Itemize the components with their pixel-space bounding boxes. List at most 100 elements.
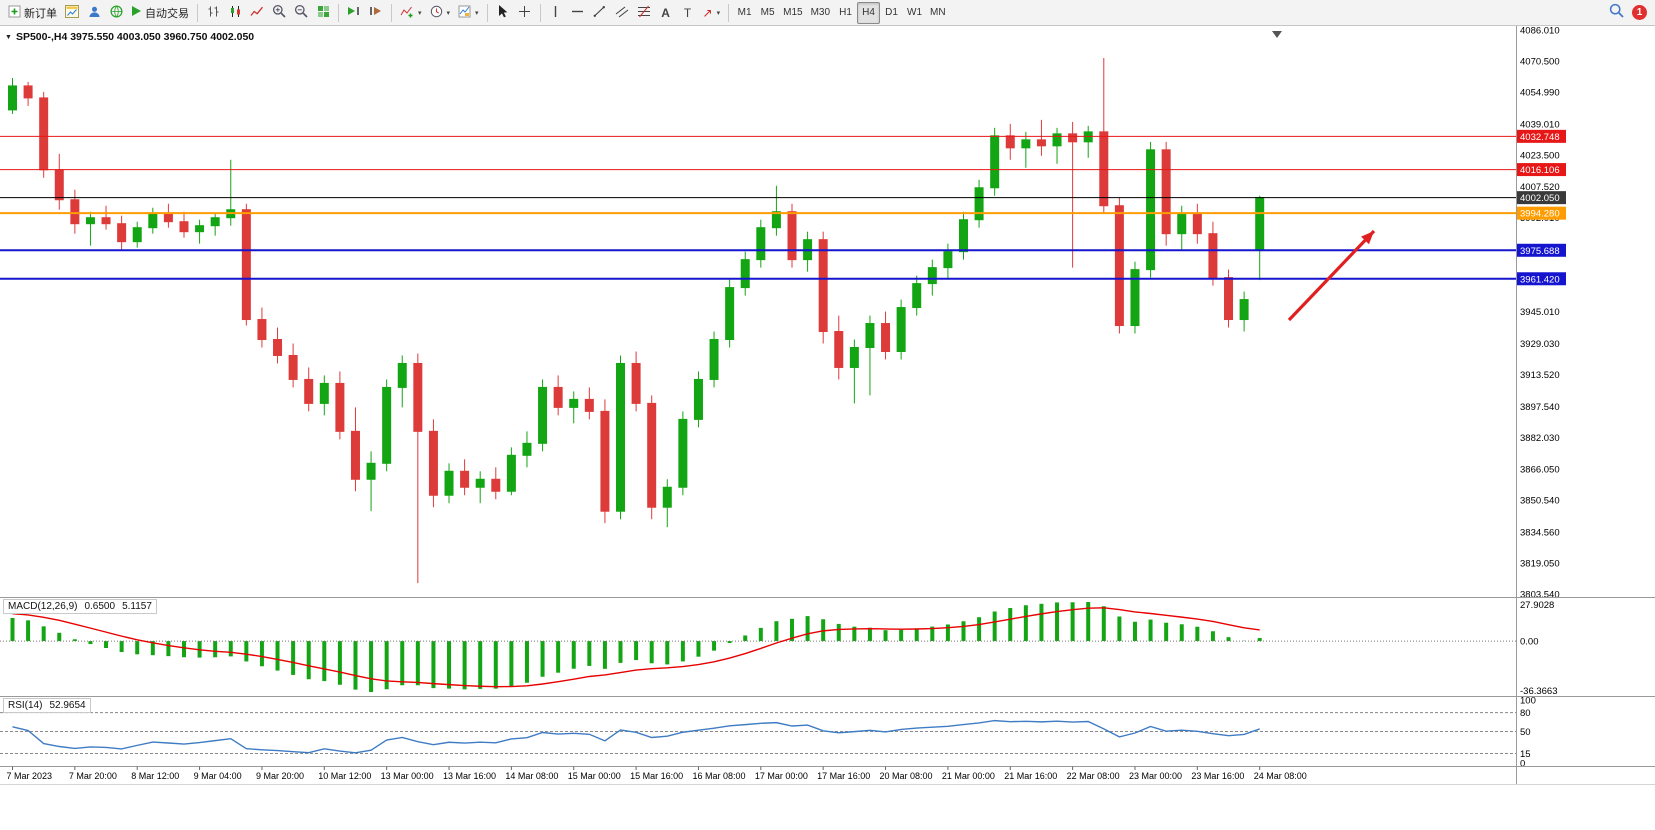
globe-icon xyxy=(109,4,123,21)
toolbar-separator xyxy=(728,3,730,22)
time-axis-label: 15 Mar 00:00 xyxy=(568,771,621,781)
trendline-tool-button[interactable] xyxy=(589,2,611,24)
candle-body xyxy=(896,307,906,352)
time-axis-label: 23 Mar 16:00 xyxy=(1191,771,1244,781)
chart-shift-marker[interactable] xyxy=(1272,31,1282,38)
tile-windows-button[interactable] xyxy=(312,2,334,24)
candle-body xyxy=(1255,197,1265,252)
macd-panel: 27.9028 0.00 -36.3663 xyxy=(0,600,1558,697)
channel-icon xyxy=(615,5,629,21)
price-tag[interactable] xyxy=(1517,129,1566,143)
candle-body xyxy=(491,478,501,492)
zoom-out-button[interactable] xyxy=(290,2,312,24)
charts-window-button[interactable] xyxy=(61,2,83,24)
profiles-button[interactable] xyxy=(83,2,105,24)
timeframe-m5[interactable]: M5 xyxy=(756,2,779,24)
time-axis-label: 21 Mar 16:00 xyxy=(1004,771,1057,781)
candle-body xyxy=(881,323,891,352)
hlines-layer[interactable]: 4032.748 4016.106 4002.050 3994.280 3975.688… xyxy=(0,129,1566,286)
price-tag[interactable] xyxy=(1517,206,1566,220)
fibonacci-icon xyxy=(637,5,651,21)
cursor-button[interactable] xyxy=(492,2,514,24)
candle-body xyxy=(163,213,173,223)
zoom-in-button[interactable] xyxy=(268,2,290,24)
new-order-button[interactable]: 新订单 xyxy=(4,2,61,24)
symbol-dropdown-icon[interactable]: ▼ xyxy=(5,33,12,41)
chevron-down-icon: ▾ xyxy=(716,9,721,17)
candle-body xyxy=(693,378,703,420)
timeframe-m1[interactable]: M1 xyxy=(733,2,756,24)
channel-tool-button[interactable] xyxy=(611,2,633,24)
crosshair-button[interactable] xyxy=(514,2,536,24)
fibonacci-tool-button[interactable] xyxy=(633,2,655,24)
vertical-line-tool-button[interactable] xyxy=(545,2,567,24)
text-tool-button[interactable]: A xyxy=(655,2,677,24)
notification-badge[interactable]: 1 xyxy=(1632,5,1647,20)
candle-body xyxy=(787,211,797,261)
candle-body xyxy=(569,398,579,408)
community-button[interactable] xyxy=(105,2,127,24)
candle-body xyxy=(1224,277,1234,321)
candle-body xyxy=(1036,139,1046,147)
tile-windows-icon xyxy=(317,5,330,21)
candlestick-mode-button[interactable] xyxy=(224,2,246,24)
auto-scroll-button[interactable] xyxy=(343,2,365,24)
trend-arrow[interactable] xyxy=(1287,229,1376,322)
candle-body xyxy=(1192,213,1202,235)
price-axis-label: 4054.990 xyxy=(1520,87,1560,98)
price-axis-label: 3882.030 xyxy=(1520,433,1560,444)
chart-shift-button[interactable] xyxy=(365,2,387,24)
bar-chart-mode-button[interactable] xyxy=(202,2,224,24)
time-axis-label: 7 Mar 20:00 xyxy=(69,771,117,781)
price-axis-label: 3866.050 xyxy=(1520,465,1560,476)
horizontal-line-tool-button[interactable] xyxy=(567,2,589,24)
trend-arrow-head[interactable] xyxy=(1361,231,1374,245)
autotrading-label: 自动交易 xyxy=(145,7,189,20)
candle-body xyxy=(943,251,953,269)
price-tag[interactable] xyxy=(1517,243,1566,257)
timeframe-h4[interactable]: H4 xyxy=(857,1,881,24)
time-axis[interactable]: 7 Mar 2023 7 Mar 20:00 8 Mar 12:00 9 Mar 04… xyxy=(7,766,1307,782)
candle-body xyxy=(865,323,875,348)
rsi-line xyxy=(12,719,1260,754)
search-icon[interactable] xyxy=(1609,3,1624,23)
candle-body xyxy=(647,402,657,508)
price-tag[interactable] xyxy=(1517,163,1566,177)
time-axis-label: 23 Mar 00:00 xyxy=(1129,771,1182,781)
time-axis-label: 16 Mar 08:00 xyxy=(692,771,745,781)
toolbar-separator xyxy=(197,3,198,22)
price-axis-label: 3850.540 xyxy=(1520,496,1560,507)
candle-body xyxy=(413,362,423,432)
timeframe-d1[interactable]: D1 xyxy=(880,2,903,24)
timeframe-mn[interactable]: MN xyxy=(926,2,950,24)
rsi-axis-label: 0 xyxy=(1520,759,1525,770)
line-chart-mode-button[interactable] xyxy=(246,2,268,24)
autotrading-button[interactable]: 自动交易 xyxy=(127,2,193,24)
time-axis-label: 15 Mar 16:00 xyxy=(630,771,683,781)
macd-axis-label: 0.00 xyxy=(1520,637,1539,648)
candle-body xyxy=(616,362,626,512)
chart-title-text: SP500-,H4 3975.550 4003.050 3960.750 400… xyxy=(15,31,255,43)
candle-body xyxy=(974,187,984,221)
timeframe-h1[interactable]: H1 xyxy=(834,2,857,24)
vertical-line-icon xyxy=(551,5,560,21)
candle-body xyxy=(522,442,532,456)
templates-button[interactable]: ▾ xyxy=(454,2,483,24)
candle-body xyxy=(288,354,298,380)
timeframe-w1[interactable]: W1 xyxy=(903,2,926,24)
candle-body xyxy=(990,135,1000,189)
arrows-tool-button[interactable]: ↗ ▾ xyxy=(699,2,725,24)
candle-body xyxy=(460,470,470,488)
text-label-tool-button[interactable]: T xyxy=(677,2,699,24)
chevron-down-icon: ▾ xyxy=(475,9,479,17)
timeframe-m30[interactable]: M30 xyxy=(807,2,834,24)
timeframe-m15[interactable]: M15 xyxy=(779,2,806,24)
price-tag[interactable] xyxy=(1517,191,1566,205)
price-tag[interactable] xyxy=(1517,272,1566,286)
macd-signal-line xyxy=(12,607,1260,688)
periods-button[interactable]: ▾ xyxy=(426,2,455,24)
candle-body xyxy=(678,418,688,488)
price-axis[interactable]: 4086.010 4070.500 4054.990 4039.010 4023.500… xyxy=(1520,26,1560,601)
indicators-button[interactable]: ▾ xyxy=(396,2,426,24)
